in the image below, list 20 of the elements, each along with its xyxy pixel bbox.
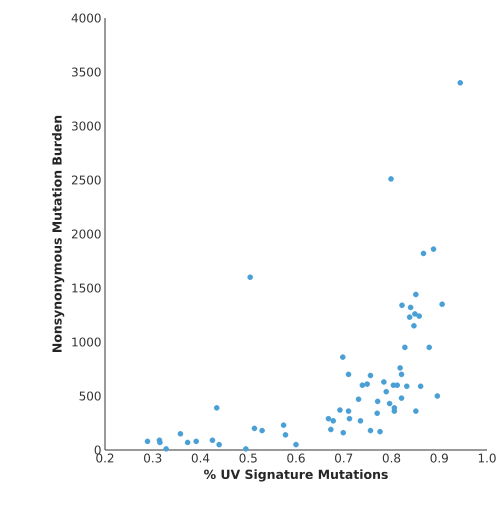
- y-tick-label: 3500: [72, 67, 101, 77]
- x-tick-label: 0.8: [382, 454, 400, 463]
- x-tick-label: 0.4: [192, 454, 210, 463]
- y-tick-label: 3000: [72, 121, 101, 131]
- y-tick-label: 0: [94, 445, 101, 455]
- x-tick-label: 0.9: [430, 454, 448, 463]
- x-tick-label: 0.5: [240, 454, 257, 463]
- x-tick-label: 0.2: [96, 454, 114, 463]
- y-tick-label: 500: [80, 391, 101, 401]
- y-tick-label: 4000: [72, 13, 101, 23]
- y-tick-label: 1500: [72, 283, 101, 293]
- x-tick-label: 0.6: [287, 454, 305, 463]
- y-axis-title: Nonsynonymous Mutation Burden: [52, 116, 64, 352]
- y-tick-label: 2500: [72, 175, 101, 185]
- x-tick-label: 1.0: [478, 454, 496, 463]
- x-tick-label: 0.7: [335, 454, 352, 463]
- y-tick-label: 2000: [72, 229, 101, 239]
- y-tick-label: 1000: [72, 337, 101, 347]
- x-tick-label: 0.3: [144, 454, 162, 463]
- x-axis-title: % UV Signature Mutations: [204, 469, 388, 482]
